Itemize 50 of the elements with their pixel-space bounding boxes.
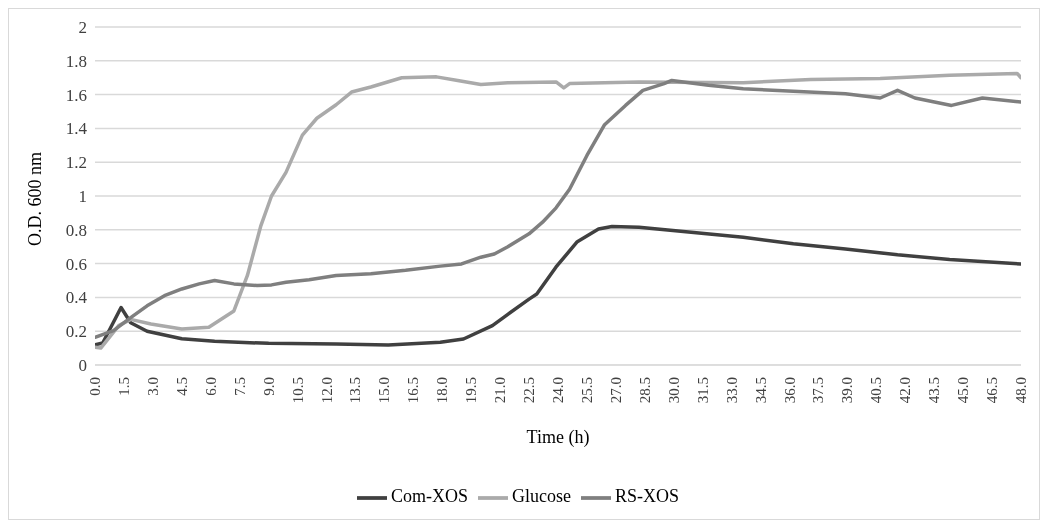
x-tick-label: 22.5 <box>521 377 538 404</box>
x-tick-label: 19.5 <box>463 377 480 404</box>
y-tick-label: 0.2 <box>65 322 87 342</box>
x-tick-label: 21.0 <box>492 377 509 404</box>
x-tick-label: 10.5 <box>289 377 306 404</box>
x-tick-label: 28.5 <box>636 377 653 404</box>
x-tick-label: 4.5 <box>173 377 190 396</box>
x-tick-label: 43.5 <box>926 377 943 404</box>
y-tick-label: 1.8 <box>65 51 87 71</box>
x-tick-label: 42.0 <box>897 377 914 404</box>
x-tick-label: 18.0 <box>434 377 451 404</box>
y-tick-label: 1 <box>78 187 87 207</box>
y-tick-label: 1.6 <box>65 85 87 105</box>
y-tick-label: 0 <box>78 356 87 376</box>
x-tick-label: 36.0 <box>781 377 798 404</box>
y-tick-label: 1.4 <box>65 119 88 139</box>
x-tick-label: 27.0 <box>607 377 624 404</box>
y-tick-label: 0.4 <box>65 288 88 308</box>
x-tick-label: 15.0 <box>376 377 393 404</box>
y-tick-label: 1.2 <box>65 153 87 173</box>
x-tick-label: 33.0 <box>723 377 740 404</box>
x-tick-label: 24.0 <box>550 377 566 404</box>
x-tick-label: 16.5 <box>405 377 422 404</box>
x-tick-label: 30.0 <box>665 377 682 404</box>
y-tick-label: 0.6 <box>65 254 87 274</box>
legend-label: Glucose <box>512 486 571 507</box>
x-tick-label: 13.5 <box>347 377 364 404</box>
x-tick-label: 31.5 <box>694 377 711 404</box>
x-tick-label: 9.0 <box>260 377 277 396</box>
x-tick-label: 7.5 <box>231 377 248 396</box>
y-axis-title: O.D. 600 nm <box>25 152 46 246</box>
x-tick-label: 46.5 <box>984 377 1001 404</box>
x-tick-label: 12.0 <box>318 377 335 404</box>
x-tick-label: 1.5 <box>115 377 132 396</box>
x-tick-label: 39.0 <box>839 377 856 404</box>
x-tick-label: 48.0 <box>1013 377 1029 404</box>
x-axis-title: Time (h) <box>526 427 590 448</box>
x-tick-label: 45.0 <box>955 377 972 404</box>
x-tick-label: 0.0 <box>87 377 103 396</box>
x-tick-label: 40.5 <box>868 377 885 404</box>
x-tick-label: 6.0 <box>202 377 219 396</box>
x-tick-label: 3.0 <box>144 377 161 396</box>
y-tick-label: 0.8 <box>65 220 87 240</box>
x-tick-label: 25.5 <box>578 377 595 404</box>
legend-label: RS-XOS <box>614 486 680 507</box>
x-tick-label: 37.5 <box>810 377 827 404</box>
line-series <box>95 224 1021 347</box>
legend-label: Com-XOS <box>390 486 468 507</box>
x-tick-label: 34.5 <box>752 377 769 404</box>
y-tick-label: 2 <box>78 18 87 38</box>
